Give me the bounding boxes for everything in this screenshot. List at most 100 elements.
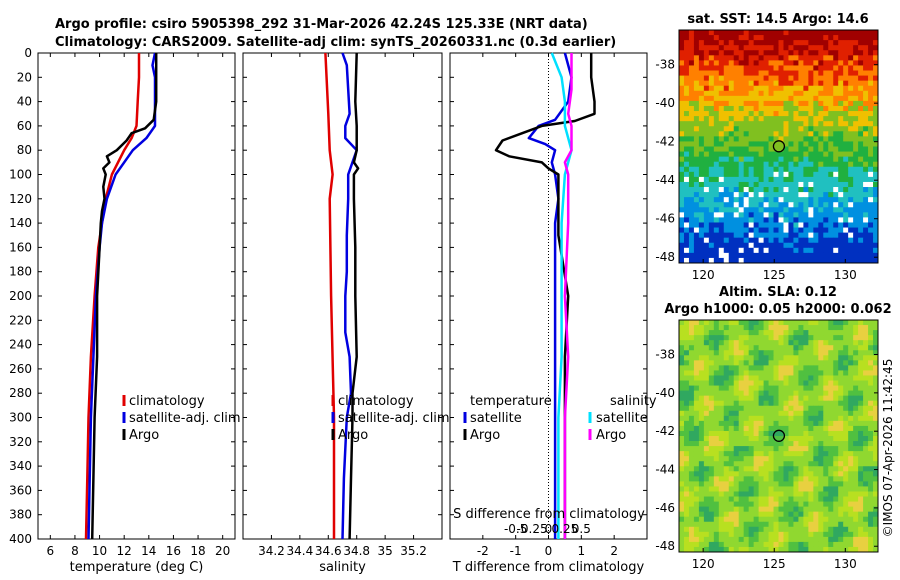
map-cell: [803, 320, 809, 326]
map-cell: [778, 247, 784, 254]
map-cell: [798, 227, 804, 234]
map-cell: [713, 116, 720, 122]
map-cell: [863, 446, 869, 452]
map-cell: [698, 70, 705, 76]
map-cell: [838, 166, 844, 173]
map-cell: [803, 511, 809, 518]
map-cell: [838, 325, 844, 331]
map-cell: [848, 156, 854, 163]
map-cell: [788, 486, 794, 492]
map-cell: [838, 320, 844, 326]
sla-map: 120 125 130-38-40-42-44-46-48: [655, 319, 879, 571]
map-cell: [843, 501, 849, 508]
map-cell: [728, 116, 735, 122]
map-cell: [693, 385, 700, 392]
map-cell: [768, 232, 774, 239]
map-cell: [778, 360, 784, 366]
map-cell: [868, 410, 874, 417]
map-cell: [778, 516, 784, 523]
map-cell: [793, 171, 799, 178]
map-cell: [753, 176, 760, 183]
map-cell: [858, 395, 864, 402]
map-x-tick-label: 130: [834, 557, 857, 571]
map-cell: [803, 75, 809, 82]
map-cell: [713, 202, 720, 208]
map-cell: [753, 90, 760, 97]
map-cell: [868, 136, 874, 142]
map-cell: [758, 105, 764, 112]
map-cell: [798, 70, 804, 76]
map-cell: [753, 95, 760, 102]
map-cell: [778, 430, 784, 437]
map-cell: [873, 375, 879, 381]
map-cell: [783, 325, 789, 331]
map-cell: [858, 161, 864, 168]
map-cell: [713, 161, 720, 168]
map-cell: [853, 217, 859, 223]
map-cell: [853, 121, 859, 127]
map-cell: [863, 156, 869, 163]
map-cell: [778, 541, 784, 548]
map-cell: [778, 481, 784, 487]
map-cell: [803, 35, 809, 41]
map-cell: [858, 350, 864, 356]
map-cell: [708, 161, 715, 168]
map-cell: [688, 425, 695, 432]
map-cell: [738, 80, 745, 87]
map-cell: [858, 325, 864, 331]
map-cell: [803, 80, 809, 87]
map-cell: [728, 536, 735, 543]
map-cell: [813, 116, 819, 122]
map-cell: [708, 511, 715, 518]
map-cell: [683, 410, 690, 417]
map-cell: [783, 237, 789, 244]
map-cell: [688, 50, 695, 56]
map-cell: [853, 55, 859, 61]
map-cell: [803, 526, 809, 533]
map-cell: [808, 390, 814, 397]
map-cell: [753, 420, 760, 427]
map-cell: [723, 70, 730, 76]
map-cell: [768, 430, 774, 437]
map-cell: [723, 486, 730, 492]
map-cell: [723, 461, 730, 467]
map-cell: [723, 232, 730, 239]
map-cell: [718, 516, 725, 523]
map-cell: [733, 257, 740, 264]
map-cell: [858, 131, 864, 137]
map-cell: [813, 370, 819, 376]
map-cell: [848, 355, 854, 361]
map-cell: [848, 105, 854, 112]
map-cell: [808, 252, 814, 259]
map-cell: [868, 330, 874, 336]
map-cell: [808, 212, 814, 218]
map-cell: [683, 192, 690, 198]
map-cell: [698, 171, 705, 178]
map-cell: [828, 90, 834, 97]
map-cell: [823, 410, 829, 417]
map-cell: [863, 340, 869, 346]
map-cell: [808, 425, 814, 432]
map-cell: [743, 430, 750, 437]
map-cell: [733, 521, 740, 528]
map-cell: [823, 111, 829, 117]
map-cell: [773, 126, 779, 132]
map-cell: [818, 227, 824, 234]
map-cell: [738, 40, 745, 46]
map-cell: [803, 60, 809, 66]
map-cell: [763, 546, 769, 553]
map-cell: [848, 340, 854, 346]
map-cell: [718, 121, 725, 127]
map-cell: [803, 100, 809, 107]
map-cell: [708, 491, 715, 497]
map-cell: [813, 181, 819, 188]
map-cell: [783, 516, 789, 523]
map-cell: [873, 516, 879, 523]
map-cell: [683, 131, 690, 137]
map-cell: [703, 85, 710, 92]
map-cell: [813, 415, 819, 422]
map-cell: [728, 365, 735, 371]
map-cell: [773, 471, 779, 477]
map-cell: [743, 425, 750, 432]
map-cell: [758, 45, 764, 51]
